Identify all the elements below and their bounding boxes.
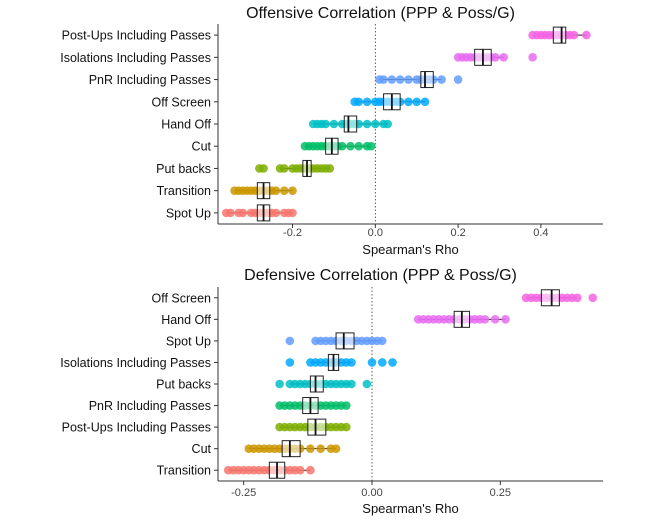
offensive-x-tick-label: 0.4 <box>533 227 548 239</box>
defensive-data-point-put-backs <box>347 379 356 389</box>
defensive-box-spot-up <box>335 332 355 350</box>
defensive-data-point-off-screen <box>588 293 598 303</box>
offensive-data-point-put-backs <box>279 164 289 173</box>
offensive-chart-title: Offensive Correlation (PPP & Poss/G) <box>246 5 515 22</box>
offensive-data-point-transition <box>271 186 281 195</box>
defensive-data-point-put-backs <box>275 379 284 389</box>
offensive-data-point-spot-up <box>226 208 235 218</box>
defensive-data-point-transition <box>306 465 315 475</box>
defensive-category-label-put-backs: Put backs <box>156 378 211 392</box>
offensive-data-point-hand-off <box>321 119 330 129</box>
offensive-category-label-transition: Transition <box>157 184 211 198</box>
offensive-data-point-post-ups-including-passes <box>582 30 591 40</box>
defensive-category-label-post-ups-including-passes: Post-Ups Including Passes <box>62 421 211 435</box>
defensive-category-label-isolations-including-passes: Isolations Including Passes <box>60 356 211 370</box>
offensive-data-point-cut <box>337 141 347 151</box>
offensive-data-point-pnr-including-passes <box>395 75 405 84</box>
defensive-data-point-cut <box>316 444 325 453</box>
defensive-x-tick-label: 0.00 <box>361 487 382 499</box>
defensive-data-point-off-screen <box>573 293 582 303</box>
offensive-data-point-cut <box>354 141 364 151</box>
offensive-x-tick-label: -0.2 <box>283 227 302 239</box>
offensive-data-point-pnr-including-passes <box>437 75 446 84</box>
defensive-data-point-spot-up <box>285 336 295 346</box>
offensive-data-point-spot-up <box>288 208 297 218</box>
offensive-data-point-hand-off <box>371 119 380 129</box>
offensive-category-label-pnr-including-passes: PnR Including Passes <box>89 73 211 87</box>
offensive-data-point-isolations-including-passes <box>491 53 500 62</box>
offensive-data-point-hand-off <box>383 119 393 129</box>
defensive-chart-title: Defensive Correlation (PPP & Poss/G) <box>244 267 517 284</box>
offensive-data-point-off-screen <box>404 97 413 107</box>
offensive-category-label-off-screen: Off Screen <box>151 95 211 109</box>
defensive-x-tick-label: -0.25 <box>231 487 256 499</box>
defensive-data-point-cut <box>331 444 341 453</box>
offensive-data-point-pnr-including-passes <box>387 75 397 84</box>
defensive-box-put-backs <box>309 375 324 393</box>
offensive-box-hand-off <box>343 115 358 133</box>
offensive-category-label-spot-up: Spot Up <box>166 206 211 220</box>
offensive-data-point-off-screen <box>354 97 364 107</box>
defensive-box-cut <box>281 440 301 458</box>
offensive-x-tick-label: 0.0 <box>368 227 383 239</box>
offensive-data-point-transition <box>279 186 289 195</box>
offensive-category-label-isolations-including-passes: Isolations Including Passes <box>60 51 211 65</box>
offensive-x-tick-label: 0.2 <box>450 227 465 239</box>
defensive-data-point-isolations-including-passes <box>285 358 295 367</box>
defensive-category-label-spot-up: Spot Up <box>166 334 211 348</box>
defensive-data-point-hand-off <box>480 315 490 324</box>
offensive-data-point-pnr-including-passes <box>379 75 388 84</box>
defensive-data-point-put-backs <box>362 379 372 389</box>
defensive-data-point-transition <box>295 465 305 475</box>
offensive-data-point-off-screen <box>362 97 372 107</box>
defensive-data-point-post-ups-including-passes <box>342 422 351 432</box>
defensive-category-label-transition: Transition <box>157 464 211 478</box>
defensive-data-point-spot-up <box>377 336 387 346</box>
offensive-data-point-pnr-including-passes <box>404 75 413 84</box>
offensive-box-post-ups-including-passes <box>552 26 567 44</box>
defensive-box-off-screen <box>540 289 560 307</box>
defensive-x-axis-label: Spearman's Rho <box>362 501 458 516</box>
defensive-data-point-hand-off <box>490 315 500 324</box>
offensive-data-point-put-backs <box>325 164 335 173</box>
offensive-data-point-cut <box>366 141 376 151</box>
offensive-category-label-post-ups-including-passes: Post-Ups Including Passes <box>62 29 211 43</box>
defensive-box-post-ups-including-passes <box>307 418 327 436</box>
offensive-box-pnr-including-passes <box>420 71 434 89</box>
offensive-data-point-put-backs <box>259 164 268 173</box>
offensive-x-axis-label: Spearman's Rho <box>362 242 458 257</box>
defensive-category-label-hand-off: Hand Off <box>161 313 211 327</box>
offensive-category-label-put-backs: Put backs <box>156 162 211 176</box>
offensive-data-point-spot-up <box>238 208 248 218</box>
offensive-data-point-post-ups-including-passes <box>569 30 579 40</box>
defensive-data-point-isolations-including-passes <box>367 358 377 367</box>
defensive-data-point-isolations-including-passes <box>377 358 387 367</box>
offensive-data-point-off-screen <box>420 97 430 107</box>
offensive-data-point-cut <box>346 141 355 151</box>
offensive-data-point-pnr-including-passes <box>453 75 463 84</box>
offensive-data-point-spot-up <box>271 208 281 218</box>
defensive-data-point-cut <box>306 444 315 453</box>
defensive-category-label-pnr-including-passes: PnR Including Passes <box>89 399 211 413</box>
offensive-data-point-isolations-including-passes <box>499 53 508 62</box>
defensive-data-point-hand-off <box>501 315 510 324</box>
offensive-category-label-cut: Cut <box>192 140 212 154</box>
defensive-data-point-isolations-including-passes <box>347 358 356 367</box>
defensive-category-label-off-screen: Off Screen <box>151 291 211 305</box>
offensive-data-point-off-screen <box>412 97 422 107</box>
offensive-data-point-transition <box>288 186 297 195</box>
defensive-x-tick-label: 0.25 <box>490 487 511 499</box>
defensive-data-point-isolations-including-passes <box>388 358 397 367</box>
offensive-data-point-hand-off <box>362 119 372 129</box>
offensive-category-label-hand-off: Hand Off <box>161 118 211 132</box>
offensive-data-point-hand-off <box>329 119 339 129</box>
offensive-data-point-isolations-including-passes <box>528 53 537 62</box>
defensive-category-label-cut: Cut <box>192 442 212 456</box>
defensive-data-point-pnr-including-passes <box>342 401 351 410</box>
